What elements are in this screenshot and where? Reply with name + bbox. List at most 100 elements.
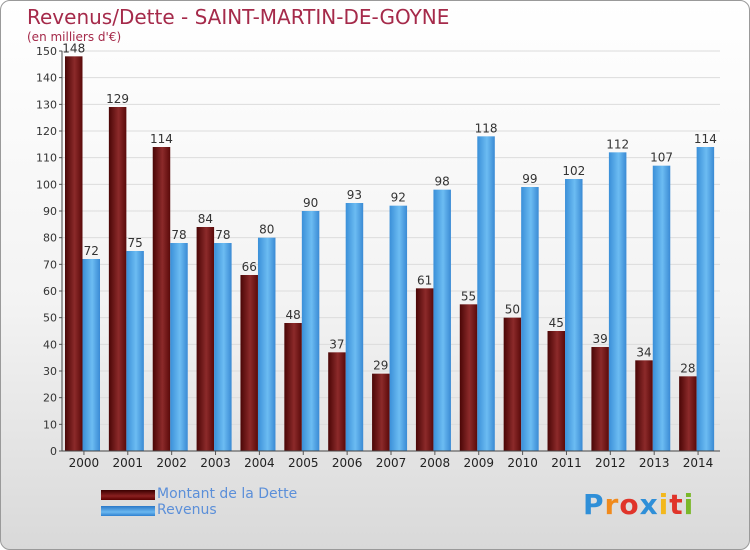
y-tick-label: 80 xyxy=(43,232,57,245)
bar-revenus xyxy=(521,187,539,451)
data-label: 99 xyxy=(522,172,537,186)
bar-dette xyxy=(679,376,697,451)
logo-letter: t xyxy=(669,488,684,521)
bar-revenus xyxy=(389,205,408,451)
data-label: 80 xyxy=(259,223,274,237)
bar-layer xyxy=(65,56,715,452)
bar-revenus xyxy=(170,243,188,451)
bar-dette xyxy=(108,107,127,451)
legend-label-revenus: Revenus xyxy=(157,502,217,518)
bar-revenus xyxy=(565,179,583,451)
bar-dette xyxy=(152,147,171,451)
bar-dette xyxy=(240,275,258,451)
x-tick-label: 2002 xyxy=(156,456,187,470)
x-tick-label: 2000 xyxy=(69,456,100,470)
data-label: 102 xyxy=(562,164,585,178)
y-tick-label: 0 xyxy=(50,445,57,458)
data-label: 118 xyxy=(475,121,498,135)
y-tick-label: 70 xyxy=(43,258,57,271)
data-label: 107 xyxy=(650,151,673,165)
data-label: 129 xyxy=(106,92,129,106)
bar-revenus xyxy=(301,211,320,451)
proxiti-logo: Proxiti xyxy=(583,488,694,521)
x-tick-label: 2012 xyxy=(595,456,626,470)
legend-swatch-revenus xyxy=(101,506,155,516)
bar-revenus xyxy=(433,189,451,451)
bar-dette xyxy=(503,317,522,451)
data-label: 78 xyxy=(171,228,186,242)
data-label: 45 xyxy=(549,316,564,330)
x-tick-label: 2013 xyxy=(639,456,670,470)
y-tick-label: 30 xyxy=(43,365,57,378)
data-label: 112 xyxy=(606,137,629,151)
data-label: 75 xyxy=(127,236,142,250)
y-tick-label: 120 xyxy=(36,125,57,138)
data-label: 61 xyxy=(417,273,432,287)
x-tick-label: 2011 xyxy=(551,456,582,470)
bar-revenus xyxy=(82,259,100,451)
data-label: 78 xyxy=(215,228,230,242)
data-label: 28 xyxy=(680,361,695,375)
chart-subtitle: (en milliers d'€) xyxy=(27,30,122,44)
y-tick-label: 90 xyxy=(43,205,57,218)
logo-letter: i xyxy=(658,488,670,521)
data-label: 29 xyxy=(373,359,388,373)
x-tick-label: 2009 xyxy=(463,456,494,470)
bar-dette xyxy=(196,227,215,451)
bar-dette xyxy=(459,304,478,451)
axis-layer: 0 10 20 30 40 50 60 70 80 90 100 110 120 130 140 150 200… xyxy=(36,45,720,470)
data-label: 84 xyxy=(198,212,213,226)
bar-revenus xyxy=(477,136,495,452)
bar-dette xyxy=(591,347,609,451)
data-label: 98 xyxy=(435,175,450,189)
data-label: 55 xyxy=(461,289,476,303)
x-tick-label: 2001 xyxy=(113,456,144,470)
data-label: 50 xyxy=(505,303,520,317)
bar-dette xyxy=(635,360,653,451)
bar-revenus xyxy=(345,203,364,451)
logo-letter: o xyxy=(619,488,640,521)
data-label: 72 xyxy=(84,244,99,258)
y-tick-label: 60 xyxy=(43,285,57,298)
x-tick-label: 2014 xyxy=(683,456,714,470)
bar-dette xyxy=(65,56,83,451)
data-label: 39 xyxy=(593,332,608,346)
y-tick-label: 50 xyxy=(43,312,57,325)
logo-letter: r xyxy=(604,488,620,521)
data-label: 66 xyxy=(242,260,257,274)
data-label: 48 xyxy=(285,308,300,322)
bar-revenus xyxy=(126,251,144,451)
y-tick-label: 110 xyxy=(36,152,57,165)
y-tick-label: 100 xyxy=(36,178,57,191)
chart-title: Revenus/Dette - SAINT-MARTIN-DE-GOYNE xyxy=(27,5,450,29)
data-label: 90 xyxy=(303,196,318,210)
x-tick-label: 2005 xyxy=(288,456,319,470)
data-label: 92 xyxy=(391,191,406,205)
bar-dette xyxy=(372,373,390,451)
bar-revenus xyxy=(257,237,276,451)
y-tick-label: 150 xyxy=(36,45,57,58)
logo-letter: x xyxy=(639,488,659,521)
y-tick-label: 140 xyxy=(36,72,57,85)
legend-swatch-dette xyxy=(101,490,155,500)
data-label: 148 xyxy=(62,41,85,55)
logo-letter: i xyxy=(683,488,695,521)
x-tick-label: 2003 xyxy=(200,456,231,470)
label-layer: 1487212975114788478668048903793299261985… xyxy=(62,41,717,375)
x-tick-label: 2008 xyxy=(420,456,451,470)
y-tick-label: 130 xyxy=(36,98,57,111)
data-label: 114 xyxy=(694,132,717,146)
legend-label-dette: Montant de la Dette xyxy=(157,486,298,502)
bar-dette xyxy=(415,288,434,451)
bar-revenus xyxy=(696,147,715,451)
x-tick-label: 2006 xyxy=(332,456,363,470)
bar-revenus xyxy=(214,243,232,451)
bar-dette xyxy=(284,323,302,451)
data-label: 93 xyxy=(347,188,362,202)
data-label: 34 xyxy=(636,345,651,359)
x-tick-label: 2004 xyxy=(244,456,275,470)
y-tick-label: 10 xyxy=(43,418,57,431)
data-label: 114 xyxy=(150,132,173,146)
